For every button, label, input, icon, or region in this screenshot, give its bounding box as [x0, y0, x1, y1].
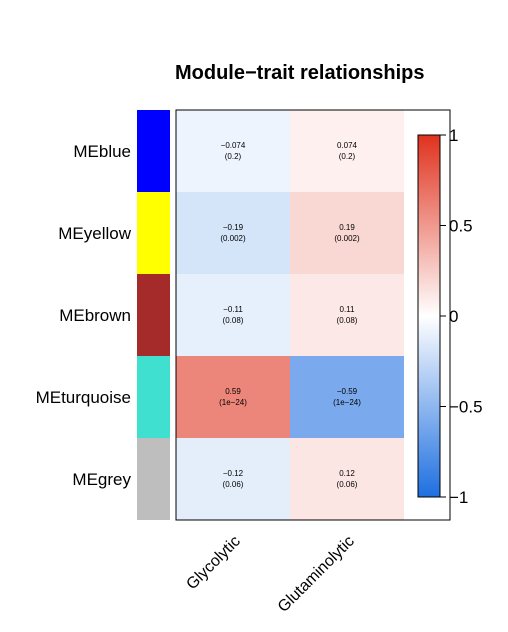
chart-title: Module−trait relationships	[175, 62, 425, 84]
module-color-bar	[137, 356, 170, 438]
module-color-bar	[137, 192, 170, 274]
cell-correlation-label: 0.074	[337, 141, 358, 150]
cell-correlation-label: −0.59	[337, 387, 358, 396]
heatmap-cell	[290, 274, 404, 356]
heatmap-cell	[176, 192, 290, 274]
cell-correlation-label: 0.19	[339, 223, 355, 232]
cell-pvalue-label: (0.002)	[220, 234, 246, 243]
column-label: Glycolytic	[183, 533, 243, 593]
heatmap-cell	[290, 110, 404, 192]
module-color-bar	[137, 274, 170, 356]
heatmap-cell	[176, 356, 290, 438]
heatmap-cell	[176, 110, 290, 192]
heatmap-cell	[290, 356, 404, 438]
heatmap-cell	[176, 274, 290, 356]
cell-pvalue-label: (1e−24)	[219, 398, 247, 407]
colorbar-tick-label: 0	[449, 307, 458, 326]
cell-pvalue-label: (0.002)	[334, 234, 360, 243]
column-label: Glutaminolytic	[275, 533, 358, 616]
cell-pvalue-label: (0.08)	[337, 316, 358, 325]
colorbar-tick-label: −1	[449, 488, 468, 507]
cell-pvalue-label: (0.06)	[223, 480, 244, 489]
cell-pvalue-label: (1e−24)	[333, 398, 361, 407]
module-color-bar	[137, 438, 170, 520]
colorbar-tick-label: 1	[449, 126, 458, 145]
cell-correlation-label: 0.11	[340, 305, 356, 314]
row-label: MEblue	[73, 142, 131, 161]
heatmap-cell	[290, 438, 404, 520]
cell-correlation-label: −0.12	[223, 469, 244, 478]
heatmap-border	[175, 109, 451, 521]
colorbar-tick-label: 0.5	[449, 217, 473, 236]
cell-correlation-label: −0.19	[223, 223, 244, 232]
cell-correlation-label: 0.59	[225, 387, 241, 396]
row-label: MEturquoise	[36, 388, 131, 407]
cell-pvalue-label: (0.2)	[339, 152, 356, 161]
cell-pvalue-label: (0.06)	[337, 480, 358, 489]
row-label: MEbrown	[59, 306, 131, 325]
heatmap-cell	[176, 438, 290, 520]
cell-correlation-label: −0.074	[221, 141, 246, 150]
module-color-bar	[137, 110, 170, 192]
heatmap-cell	[290, 192, 404, 274]
colorbar	[417, 134, 441, 498]
cell-pvalue-label: (0.2)	[225, 152, 242, 161]
row-label: MEyellow	[58, 224, 131, 243]
cell-pvalue-label: (0.08)	[223, 316, 244, 325]
cell-correlation-label: 0.12	[339, 469, 355, 478]
cell-correlation-label: −0.11	[223, 305, 243, 314]
colorbar-tick-label: −0.5	[449, 398, 483, 417]
row-label: MEgrey	[72, 470, 131, 489]
